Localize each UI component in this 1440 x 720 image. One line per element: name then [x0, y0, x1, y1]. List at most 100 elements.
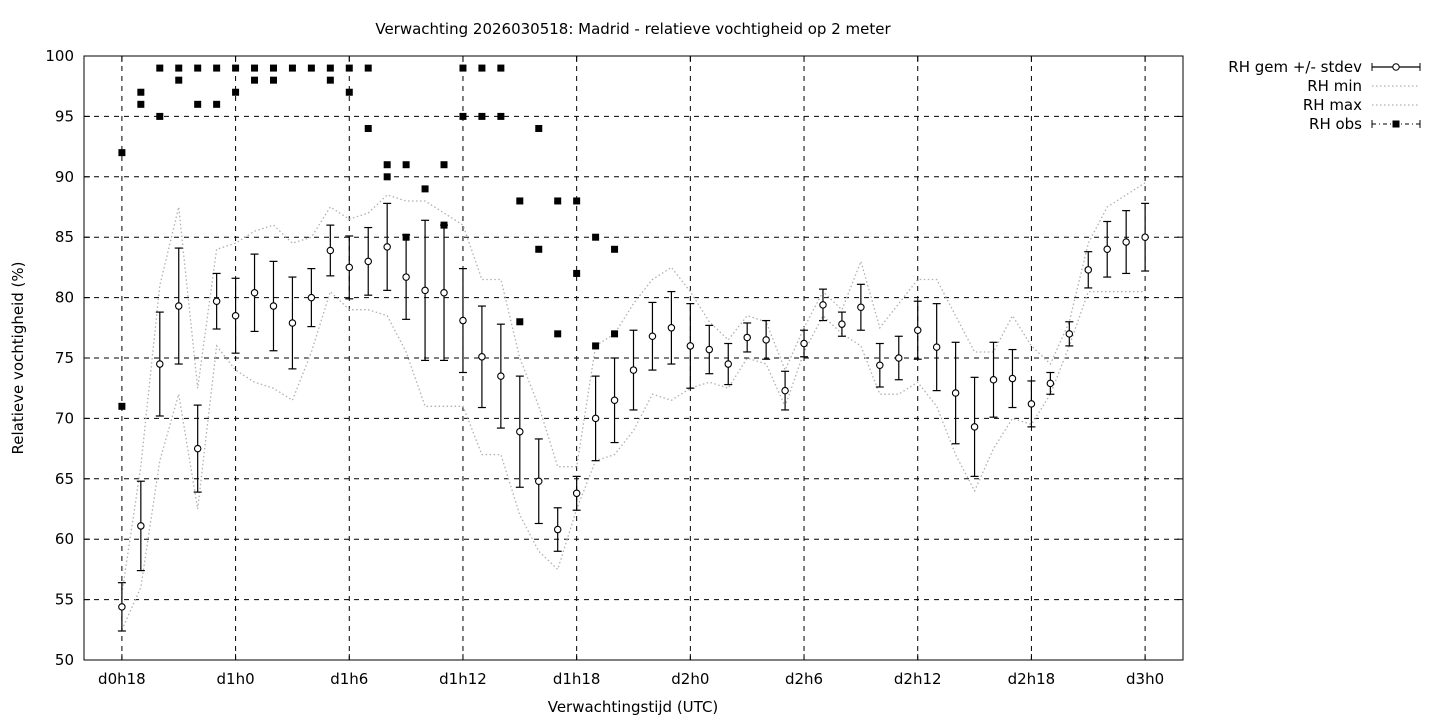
x-tick-label: d1h6	[330, 670, 368, 688]
obs-point	[478, 64, 486, 72]
x-tick-label: d2h18	[1008, 670, 1056, 688]
y-tick-label: 55	[55, 591, 74, 609]
x-tick-label: d1h18	[553, 670, 601, 688]
mean-point	[876, 361, 884, 369]
mean-point	[857, 303, 865, 312]
y-tick-label: 70	[55, 409, 74, 427]
obs-point	[156, 112, 164, 120]
mean-point	[989, 375, 998, 384]
obs-point	[364, 124, 372, 132]
mean-point	[1008, 374, 1017, 383]
obs-point	[402, 233, 410, 241]
obs-point	[421, 185, 429, 193]
obs-point	[251, 64, 259, 72]
mean-point	[497, 372, 505, 380]
x-tick-label: d1h0	[217, 670, 255, 688]
obs-point	[213, 100, 221, 108]
mean-point	[1046, 379, 1055, 388]
obs-point	[459, 112, 467, 120]
mean-point	[421, 286, 429, 295]
obs-point	[345, 88, 353, 96]
mean-point	[156, 360, 164, 368]
obs-point	[516, 318, 524, 326]
mean-point	[478, 353, 486, 361]
series-layer	[117, 64, 1150, 632]
mean-point	[137, 522, 145, 530]
x-tick-label: d1h12	[439, 670, 487, 688]
mean-point	[553, 525, 562, 534]
x-tick-label: d2h12	[894, 670, 942, 688]
obs-point	[535, 124, 543, 132]
legend-label: RH obs	[1309, 115, 1362, 133]
rh-obs-series	[118, 64, 619, 410]
y-tick-label: 85	[55, 228, 74, 246]
obs-point	[611, 330, 619, 338]
legend-label: RH min	[1307, 77, 1362, 95]
mean-point	[269, 302, 278, 310]
obs-point	[118, 149, 126, 157]
mean-point	[913, 326, 922, 334]
mean-point	[212, 297, 221, 305]
obs-point	[326, 64, 334, 72]
y-tick-label: 100	[45, 47, 74, 65]
mean-point	[326, 246, 335, 255]
obs-point	[137, 100, 145, 108]
y-tick-label: 95	[55, 107, 74, 125]
obs-point	[175, 64, 183, 72]
mean-point	[1027, 400, 1036, 408]
obs-point	[478, 112, 486, 120]
obs-point	[497, 64, 505, 72]
mean-point	[364, 257, 372, 266]
mean-point	[1141, 233, 1149, 241]
mean-point	[440, 289, 448, 297]
obs-point	[213, 64, 221, 72]
mean-point	[951, 389, 960, 397]
chart-title: Verwachting 2026030518: Madrid - relatie…	[375, 20, 891, 38]
mean-point	[970, 423, 979, 431]
obs-point	[573, 269, 581, 277]
x-tick-label: d2h6	[785, 670, 823, 688]
obs-point	[232, 88, 240, 96]
y-tick-label: 65	[55, 470, 74, 488]
x-axis-label: Verwachtingstijd (UTC)	[548, 698, 719, 716]
mean-point	[781, 386, 789, 395]
mean-point	[1065, 330, 1074, 338]
rh-mean-series	[117, 202, 1150, 632]
mean-point	[193, 444, 202, 453]
mean-point	[932, 343, 941, 351]
y-tick-label: 75	[55, 349, 74, 367]
grid-lines	[84, 56, 1183, 660]
mean-point	[667, 324, 676, 332]
mean-point	[1122, 238, 1130, 246]
mean-point	[118, 603, 126, 611]
obs-point	[137, 88, 145, 96]
mean-point	[402, 273, 410, 281]
obs-point	[194, 100, 202, 108]
obs-point	[459, 64, 467, 72]
mean-point	[762, 336, 770, 344]
legend-sample	[1392, 63, 1400, 71]
mean-point	[1103, 245, 1111, 254]
obs-point	[175, 76, 183, 84]
obs-point	[554, 330, 562, 338]
y-tick-label: 80	[55, 289, 74, 307]
obs-point	[232, 64, 240, 72]
x-tick-label: d0h18	[98, 670, 146, 688]
mean-point	[307, 293, 316, 302]
obs-point	[345, 64, 353, 72]
obs-point	[383, 173, 391, 181]
obs-point	[611, 245, 619, 253]
mean-point	[1084, 266, 1093, 274]
mean-point	[591, 414, 600, 423]
obs-point	[402, 161, 410, 169]
legend-label: RH gem +/- stdev	[1228, 58, 1362, 76]
axis-ticks: 50 55 60 65 70 75 80 85 90 95 100 d0h18 d1h0 d1h6 d1h1…	[45, 47, 1183, 688]
mean-point	[535, 477, 543, 485]
legend-label: RH max	[1303, 96, 1362, 114]
obs-point	[516, 197, 524, 205]
mean-point	[838, 320, 846, 328]
obs-point	[497, 112, 505, 120]
obs-point	[440, 221, 448, 229]
